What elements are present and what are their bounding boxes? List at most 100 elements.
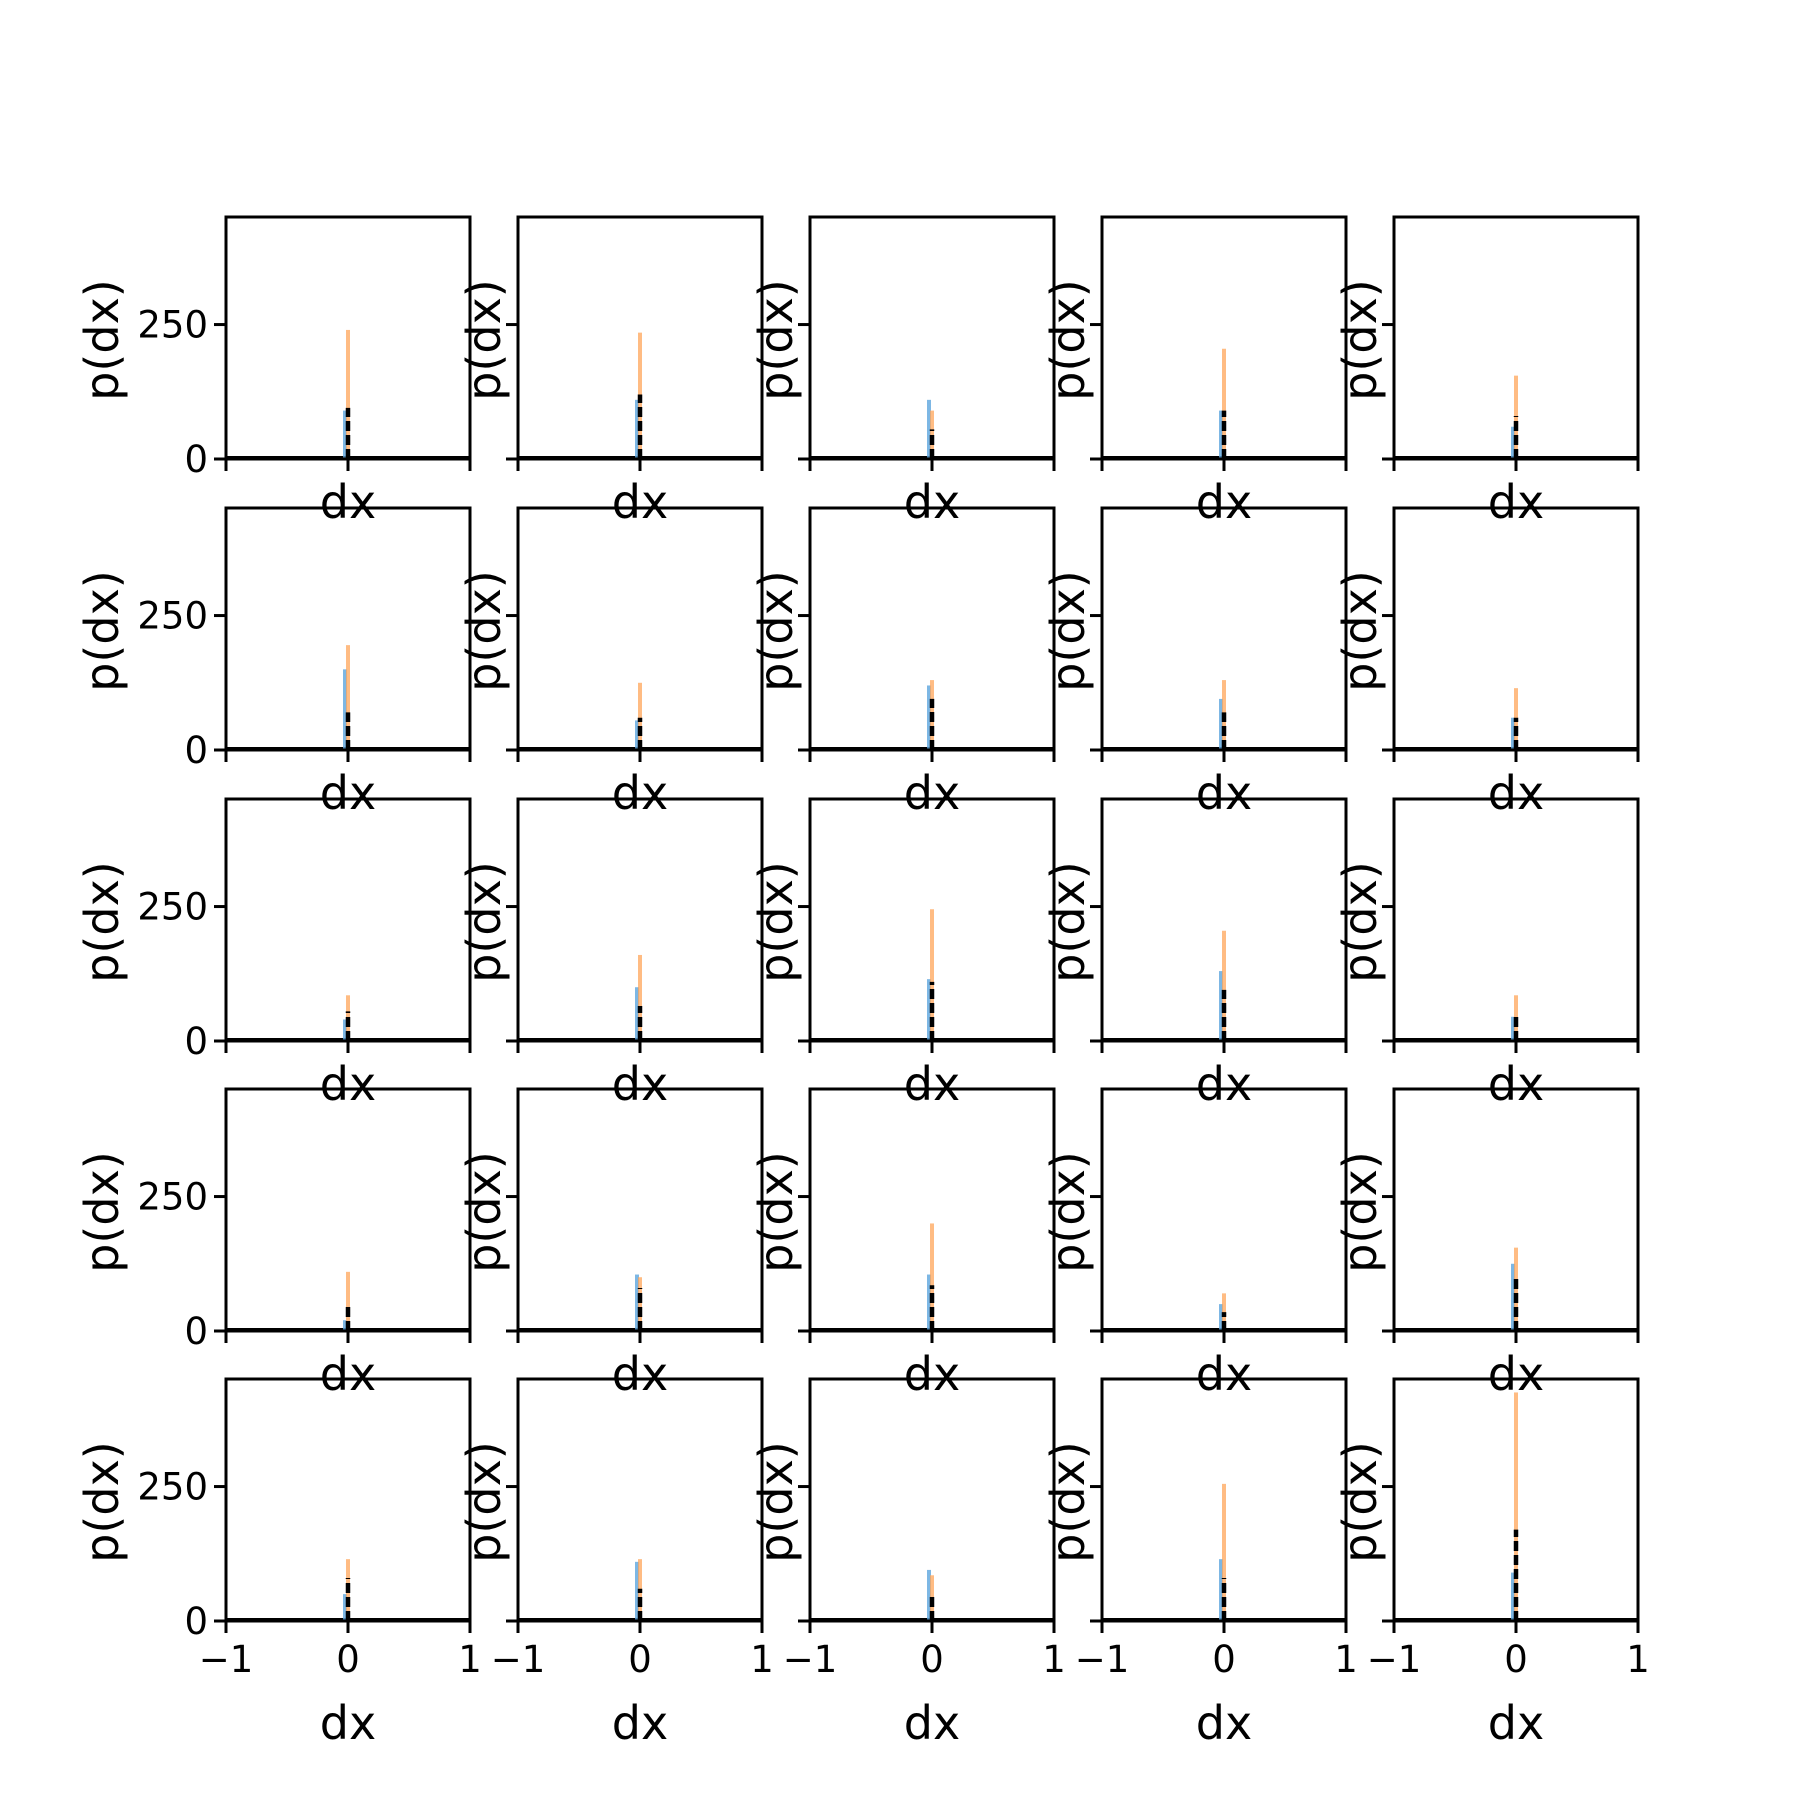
histogram-a-bar (343, 1019, 347, 1041)
y-tick-label: 250 (137, 304, 208, 347)
x-axis-label: dx (1488, 1347, 1544, 1401)
histogram-a-bar (1219, 1559, 1223, 1621)
histogram-b-bar (1514, 1392, 1518, 1621)
y-tick-label: 0 (184, 438, 208, 481)
histogram-b-bar (346, 645, 350, 750)
histogram-a-bar (927, 399, 931, 459)
subplot-r3-c0: 0 250 dx p(dx) (75, 1087, 472, 1401)
y-tick-label: 0 (184, 1600, 208, 1643)
y-axis-label: p(dx) (75, 861, 129, 983)
histogram-a-bar (635, 720, 639, 750)
x-axis-label: dx (1196, 475, 1252, 529)
histogram-a-bar (1219, 698, 1223, 750)
x-axis-label: dx (1488, 1696, 1544, 1750)
y-tick-label: 250 (137, 1466, 208, 1509)
subplot-r1-c3: dx p(dx) (1041, 506, 1348, 820)
subplot-r4-c4: −1 0 1 dx p(dx) (1333, 1377, 1650, 1750)
x-axis-label: dx (320, 1347, 376, 1401)
histogram-b-bar (1222, 348, 1226, 459)
x-axis-label: dx (1488, 766, 1544, 820)
x-axis-label: dx (612, 1347, 668, 1401)
y-axis-label: p(dx) (1041, 279, 1095, 401)
subplot-r1-c0: 0 250 dx p(dx) (75, 506, 472, 820)
subplot-r4-c3: −1 0 1 dx p(dx) (1041, 1377, 1358, 1750)
y-axis-label: p(dx) (1333, 279, 1387, 401)
y-axis-label: p(dx) (75, 570, 129, 692)
y-axis-label: p(dx) (1333, 1151, 1387, 1273)
x-axis-label: dx (320, 766, 376, 820)
subplot-r2-c1: dx p(dx) (457, 797, 764, 1111)
x-axis-label: dx (1196, 1696, 1252, 1750)
x-tick-label: 1 (1626, 1638, 1650, 1681)
histogram-a-bar (635, 399, 639, 459)
histogram-b-bar (1514, 1247, 1518, 1331)
histogram-b-bar (638, 954, 642, 1041)
x-axis-label: dx (320, 1057, 376, 1111)
y-axis-label: p(dx) (1333, 1441, 1387, 1563)
histogram-b-bar (346, 1271, 350, 1331)
histogram-b-bar (346, 329, 350, 459)
subplot-r0-c2: dx p(dx) (749, 215, 1056, 529)
y-axis-label: p(dx) (1333, 861, 1387, 983)
subplot-r4-c1: −1 0 1 dx p(dx) (457, 1377, 774, 1750)
subplot-r1-c1: dx p(dx) (457, 506, 764, 820)
subplot-r0-c1: dx p(dx) (457, 215, 764, 529)
y-axis-label: p(dx) (749, 1441, 803, 1563)
y-axis-label: p(dx) (1041, 1151, 1095, 1273)
y-axis-label: p(dx) (457, 279, 511, 401)
histogram-a-bar (343, 669, 347, 750)
y-tick-label: 0 (184, 729, 208, 772)
x-tick-label: 0 (1504, 1638, 1528, 1681)
y-axis-label: p(dx) (749, 861, 803, 983)
histogram-a-bar (343, 1320, 347, 1331)
histogram-b-bar (930, 909, 934, 1041)
histogram-a-bar (635, 1561, 639, 1621)
y-axis-label: p(dx) (75, 279, 129, 401)
x-axis-label: dx (612, 766, 668, 820)
x-tick-label: −1 (199, 1638, 254, 1681)
histogram-b-bar (638, 682, 642, 750)
histogram-a-bar (1219, 410, 1223, 459)
subplot-r0-c0: 0 250 dx p(dx) (75, 215, 472, 529)
y-axis-label: p(dx) (749, 279, 803, 401)
subplot-r1-c2: dx p(dx) (749, 506, 1056, 820)
x-tick-label: 0 (920, 1638, 944, 1681)
histogram-a-bar (927, 1274, 931, 1331)
histogram-a-bar (927, 979, 931, 1041)
subplot-r0-c3: dx p(dx) (1041, 215, 1348, 529)
x-axis-label: dx (1196, 766, 1252, 820)
x-tick-label: 1 (1042, 1638, 1066, 1681)
x-tick-label: −1 (491, 1638, 546, 1681)
subplot-r3-c3: dx p(dx) (1041, 1087, 1348, 1401)
y-axis-label: p(dx) (457, 570, 511, 692)
y-axis-label: p(dx) (457, 1441, 511, 1563)
subplot-r2-c3: dx p(dx) (1041, 797, 1348, 1111)
x-axis-label: dx (1196, 1057, 1252, 1111)
x-axis-label: dx (1488, 1057, 1544, 1111)
histogram-a-bar (927, 1569, 931, 1621)
histogram-b-bar (1514, 375, 1518, 459)
subplot-r2-c0: 0 250 dx p(dx) (75, 797, 472, 1111)
x-axis-label: dx (320, 475, 376, 529)
histogram-a-bar (343, 1594, 347, 1621)
y-tick-label: 0 (184, 1310, 208, 1353)
y-axis-label: p(dx) (749, 1151, 803, 1273)
x-axis-label: dx (320, 1696, 376, 1750)
y-axis-label: p(dx) (75, 1151, 129, 1273)
subplot-r0-c4: dx p(dx) (1333, 215, 1640, 529)
x-axis-label: dx (612, 1696, 668, 1750)
x-axis-label: dx (904, 766, 960, 820)
y-axis-label: p(dx) (1041, 1441, 1095, 1563)
histogram-b-bar (930, 410, 934, 459)
histogram-a-bar (1511, 717, 1515, 750)
x-tick-label: 0 (1212, 1638, 1236, 1681)
subplot-r3-c1: dx p(dx) (457, 1087, 764, 1401)
x-tick-label: −1 (1367, 1638, 1422, 1681)
x-axis-label: dx (904, 1057, 960, 1111)
y-axis-label: p(dx) (75, 1441, 129, 1563)
x-axis-label: dx (904, 475, 960, 529)
x-axis-label: dx (1196, 1347, 1252, 1401)
histogram-b-bar (930, 1223, 934, 1331)
